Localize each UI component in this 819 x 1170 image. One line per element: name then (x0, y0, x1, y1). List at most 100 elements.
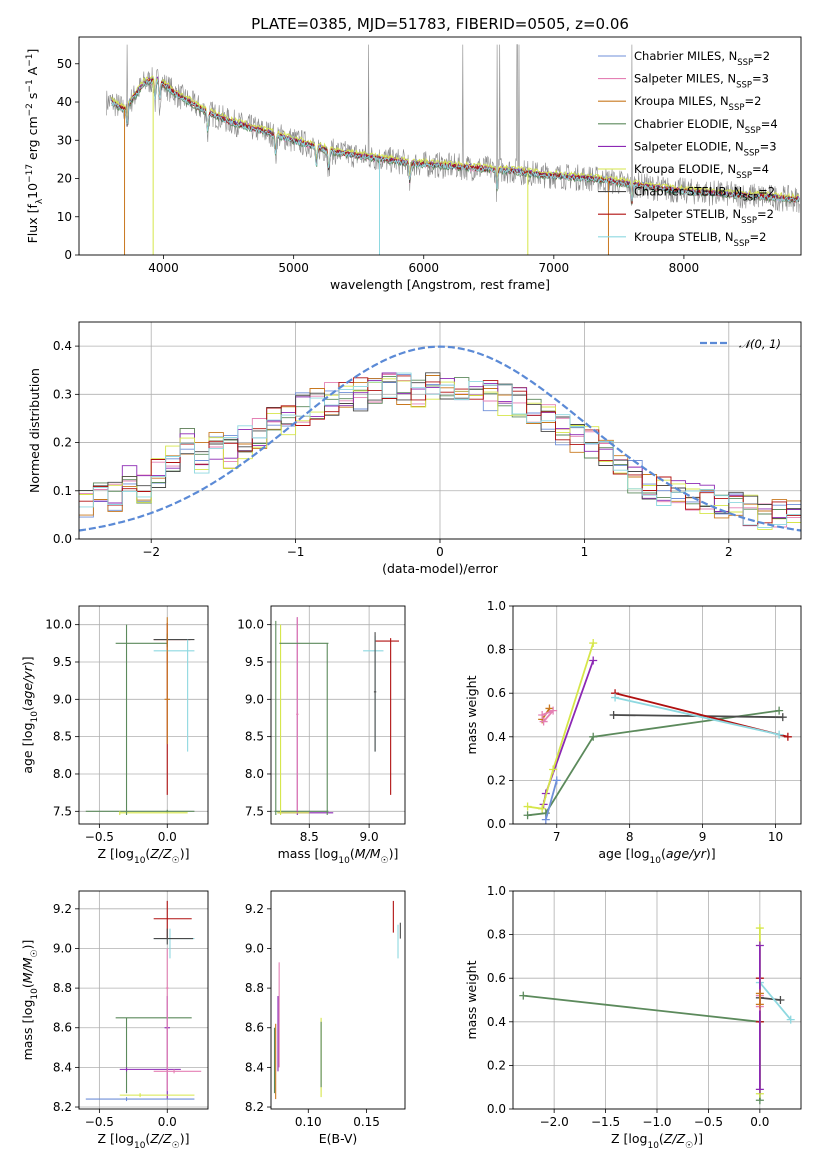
legend-name: Chabrier STELIB, N (634, 185, 742, 199)
label-part: Normed distribution (27, 368, 42, 493)
label-part: Z/Z (663, 1131, 686, 1146)
y-axis-label: Normed distribution (27, 368, 42, 493)
weight-marker (549, 706, 558, 715)
weight-marker (549, 765, 558, 774)
label-part: Z [log (98, 1131, 134, 1146)
y-tick-label: 9.2 (53, 902, 72, 916)
label-part: −2 (25, 103, 35, 116)
weight-marker (755, 924, 764, 933)
x-tick-label: 1 (581, 545, 589, 559)
y-axis-label: Flux [fλ10−17 erg cm−2 s−1 A−1] (25, 49, 45, 244)
axes-frame (78, 890, 209, 1110)
weight-line (544, 780, 558, 820)
label-part: mass [log (278, 846, 339, 861)
label-part: age [log (20, 722, 35, 773)
y-tick-label: 50 (57, 57, 72, 71)
axes-mass_vs_z: −0.5 0.08.28.48.68.89.09.2Z [log10(Z/Z☉)]… (20, 890, 209, 1151)
x-tick-label: 0.0 (750, 1115, 769, 1129)
legend-entry: Kroupa MILES, NSSP=2 (634, 94, 761, 113)
x-axis-label: Z [log10(Z/Z☉)] (98, 1131, 190, 1151)
y-tick-label: 9.5 (53, 655, 72, 669)
legend-name: Salpeter STELIB, N (634, 207, 741, 221)
label-part: ] (25, 49, 40, 54)
plot-area-residuals (79, 345, 801, 532)
label-part: Z [log (98, 846, 134, 861)
legend-subscript: SSP (737, 58, 753, 68)
y-tick-label: 7.5 (245, 804, 264, 818)
weight-marker (523, 811, 532, 820)
y-tick-label: 8.4 (245, 1060, 264, 1074)
weight-line (542, 660, 595, 805)
legend-suffix: =2 (758, 185, 775, 199)
legend-entry: Chabrier MILES, NSSP=2 (634, 49, 770, 68)
x-tick-label: 0.0 (158, 1115, 177, 1129)
label-part: ( (659, 1131, 664, 1146)
legend-suffix: =3 (752, 72, 769, 86)
legend-suffix: =2 (757, 207, 774, 221)
y-tick-label: 8.0 (245, 767, 264, 781)
normal-curve (79, 345, 801, 532)
x-tick-label: 5000 (278, 261, 309, 275)
y-tick-label: 0.0 (53, 532, 72, 546)
y-axis-label: age [log10(age/yr)] (20, 656, 40, 773)
weight-marker (786, 1015, 795, 1024)
label-part: mass [log (20, 1000, 35, 1061)
x-axis-label: Z [log10(Z/Z☉)] (611, 1131, 703, 1151)
x-tick-label: −1 (287, 545, 305, 559)
label-part: ( (20, 706, 35, 711)
legend-name: Kroupa ELODIE, N (634, 162, 736, 176)
y-tick-label: 0.2 (487, 773, 506, 787)
label-part: ☉ (30, 949, 40, 957)
x-tick-label: −1.0 (642, 1115, 671, 1129)
axes-frame (78, 605, 209, 825)
y-tick-label: 0.0 (487, 1102, 506, 1116)
y-tick-label: 0.6 (487, 971, 506, 985)
weight-marker (611, 693, 620, 702)
legend-suffix: =4 (752, 162, 769, 176)
y-tick-label: 8.5 (53, 730, 72, 744)
axes-frame (270, 605, 406, 825)
y-tick-label: 40 (57, 95, 72, 109)
label-part: ☉ (172, 1141, 180, 1151)
y-tick-label: 9.2 (245, 902, 264, 916)
legend-entry: Salpeter STELIB, NSSP=2 (634, 207, 774, 226)
axes-age_vs_z: −0.5 0.07.58.08.59.09.510.0Z [log10(Z/Z☉)… (20, 605, 209, 866)
plot-area-age_vs_z (85, 617, 195, 816)
legend-subscript: SSP (745, 126, 761, 136)
plot-area-mass_vs_z (85, 900, 202, 1102)
weight-marker (783, 732, 792, 741)
y-tick-label: 10 (57, 210, 72, 224)
label-part: A (25, 66, 40, 79)
x-axis-label: (data-model)/error (382, 561, 499, 576)
legend-subscript: SSP (744, 148, 760, 158)
legend-subscript: SSP (736, 81, 752, 91)
y-axis-label: mass weight (464, 960, 479, 1039)
weight-marker (541, 815, 550, 824)
x-axis-label: Z [log10(Z/Z☉)] (98, 846, 190, 866)
weight-marker (775, 730, 784, 739)
legend-name: Chabrier MILES, N (634, 49, 737, 63)
legend-name: Salpeter ELODIE, N (634, 139, 744, 153)
label-part: wavelength [Angstrom, rest frame] (330, 277, 550, 292)
axes-mass_vs_ebv: 0.10 0.15 8.2 8.4 8.6 8.8 9.0 9.2 E(B-V) (245, 890, 406, 1146)
y-tick-label: 7.5 (53, 804, 72, 818)
label-part: Z/Z (149, 846, 172, 861)
residual-legend: 𝒩(0, 1) (700, 337, 781, 351)
model-spectrum-line (111, 75, 800, 199)
y-tick-label: 0.6 (487, 686, 506, 700)
y-tick-label: 8.6 (245, 1021, 264, 1035)
y-tick-label: 8.5 (245, 730, 264, 744)
y-tick-label: 1.0 (487, 599, 506, 613)
legend-subscript: SSP (729, 103, 745, 113)
label-part: age [log (598, 846, 649, 861)
axes-frame (512, 890, 802, 1110)
legend-suffix: =3 (760, 139, 777, 153)
label-part: M/M (355, 846, 381, 861)
y-tick-label: 9.0 (245, 941, 264, 955)
x-tick-label: −0.5 (85, 1115, 114, 1129)
axes-weight_vs_z: −2.0 −1.5 −1.0 −0.5 0.0 0.0 0.2 0.4 0.6 0.8 1.0 Z [… (464, 884, 802, 1151)
weight-marker (755, 989, 764, 998)
legend-entry: Kroupa STELIB, NSSP=2 (634, 230, 766, 249)
weight-marker (523, 802, 532, 811)
